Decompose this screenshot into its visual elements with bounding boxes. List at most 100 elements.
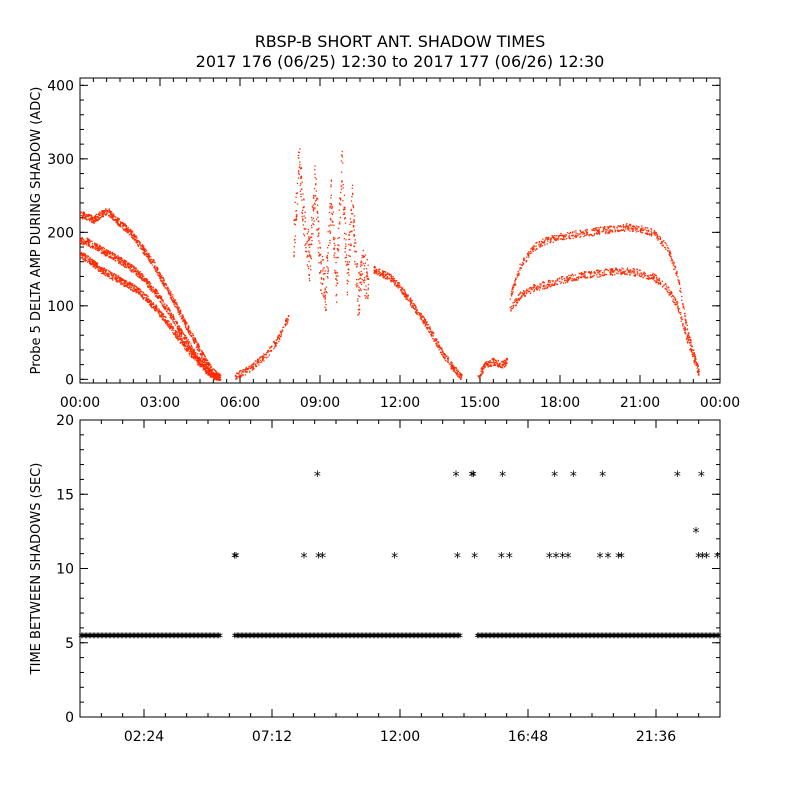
data-point — [581, 272, 584, 275]
data-point — [104, 274, 107, 277]
data-point — [330, 206, 332, 208]
data-point — [269, 346, 271, 348]
data-point — [332, 211, 335, 213]
data-point — [125, 225, 128, 228]
data-point — [419, 315, 421, 317]
data-point — [386, 278, 388, 280]
data-point — [591, 276, 593, 278]
data-point — [326, 257, 328, 259]
data-point — [279, 335, 281, 338]
data-point — [96, 243, 99, 246]
data-point — [93, 247, 95, 249]
data-point — [133, 285, 135, 287]
data-point — [320, 270, 322, 272]
data-point — [327, 277, 329, 279]
data-point — [501, 360, 504, 363]
data-point — [675, 274, 678, 276]
data-point — [154, 289, 156, 291]
data-point — [334, 269, 336, 271]
data-point — [155, 291, 157, 293]
data-point — [155, 306, 158, 309]
data-point — [174, 299, 177, 301]
data-point — [319, 246, 321, 249]
data-point — [80, 240, 82, 242]
data-point — [343, 237, 346, 240]
data-point — [97, 268, 99, 271]
data-point — [383, 273, 385, 275]
data-point — [397, 282, 399, 284]
data-point — [631, 228, 633, 231]
data-point — [275, 343, 277, 345]
data-point — [319, 253, 321, 256]
data-point — [351, 196, 353, 198]
data-point — [577, 279, 579, 281]
data-point — [684, 315, 686, 317]
data-point — [683, 305, 685, 308]
data-point — [330, 203, 333, 205]
data-point — [529, 287, 531, 289]
data-point — [184, 341, 186, 343]
data-point — [121, 258, 123, 260]
data-point — [97, 245, 99, 247]
data-point — [313, 197, 315, 199]
data-point — [111, 215, 114, 217]
data-point — [98, 214, 101, 216]
data-point — [307, 254, 309, 257]
data-point — [176, 307, 179, 310]
data-point — [88, 239, 91, 242]
data-point — [456, 369, 458, 372]
data-point — [363, 288, 365, 291]
data-point — [353, 234, 355, 236]
data-point — [671, 258, 673, 261]
data-point — [258, 359, 260, 361]
data-point — [366, 274, 368, 277]
data-point — [116, 223, 119, 225]
data-point — [627, 226, 629, 229]
data-point — [383, 277, 385, 279]
data-point — [632, 226, 635, 228]
data-point — [509, 298, 512, 300]
data-point — [146, 300, 149, 302]
data-point — [170, 291, 172, 293]
series-5 — [293, 148, 370, 316]
data-point — [187, 339, 189, 341]
data-point — [162, 280, 164, 282]
data-point — [141, 276, 143, 278]
data-point — [265, 354, 268, 356]
data-point — [192, 353, 194, 355]
data-point — [339, 197, 341, 199]
data-point — [240, 374, 242, 377]
data-point — [138, 272, 141, 274]
data-point — [650, 231, 652, 233]
data-point — [153, 305, 155, 307]
data-point — [576, 276, 579, 279]
data-point — [375, 268, 378, 271]
data-point — [320, 260, 322, 263]
data-point — [415, 312, 418, 315]
data-point — [84, 214, 86, 216]
data-point — [94, 265, 97, 267]
data-point — [531, 287, 533, 290]
data-point — [483, 364, 486, 366]
data-point — [148, 255, 150, 258]
data-point — [149, 288, 151, 290]
data-point — [528, 288, 530, 290]
data-point — [339, 203, 341, 205]
data-point — [342, 187, 344, 189]
data-point — [87, 244, 90, 247]
data-point — [383, 270, 385, 273]
data-point — [309, 254, 311, 256]
data-point — [285, 324, 287, 326]
data-point — [178, 307, 180, 309]
data-point — [629, 224, 631, 226]
data-point — [104, 255, 106, 257]
data-point — [84, 257, 86, 259]
data-point — [131, 268, 133, 271]
data-point — [481, 373, 483, 375]
data-point — [365, 292, 368, 295]
data-point — [182, 320, 184, 322]
data-point — [547, 283, 549, 285]
data-point — [190, 346, 192, 348]
data-point — [338, 244, 340, 247]
